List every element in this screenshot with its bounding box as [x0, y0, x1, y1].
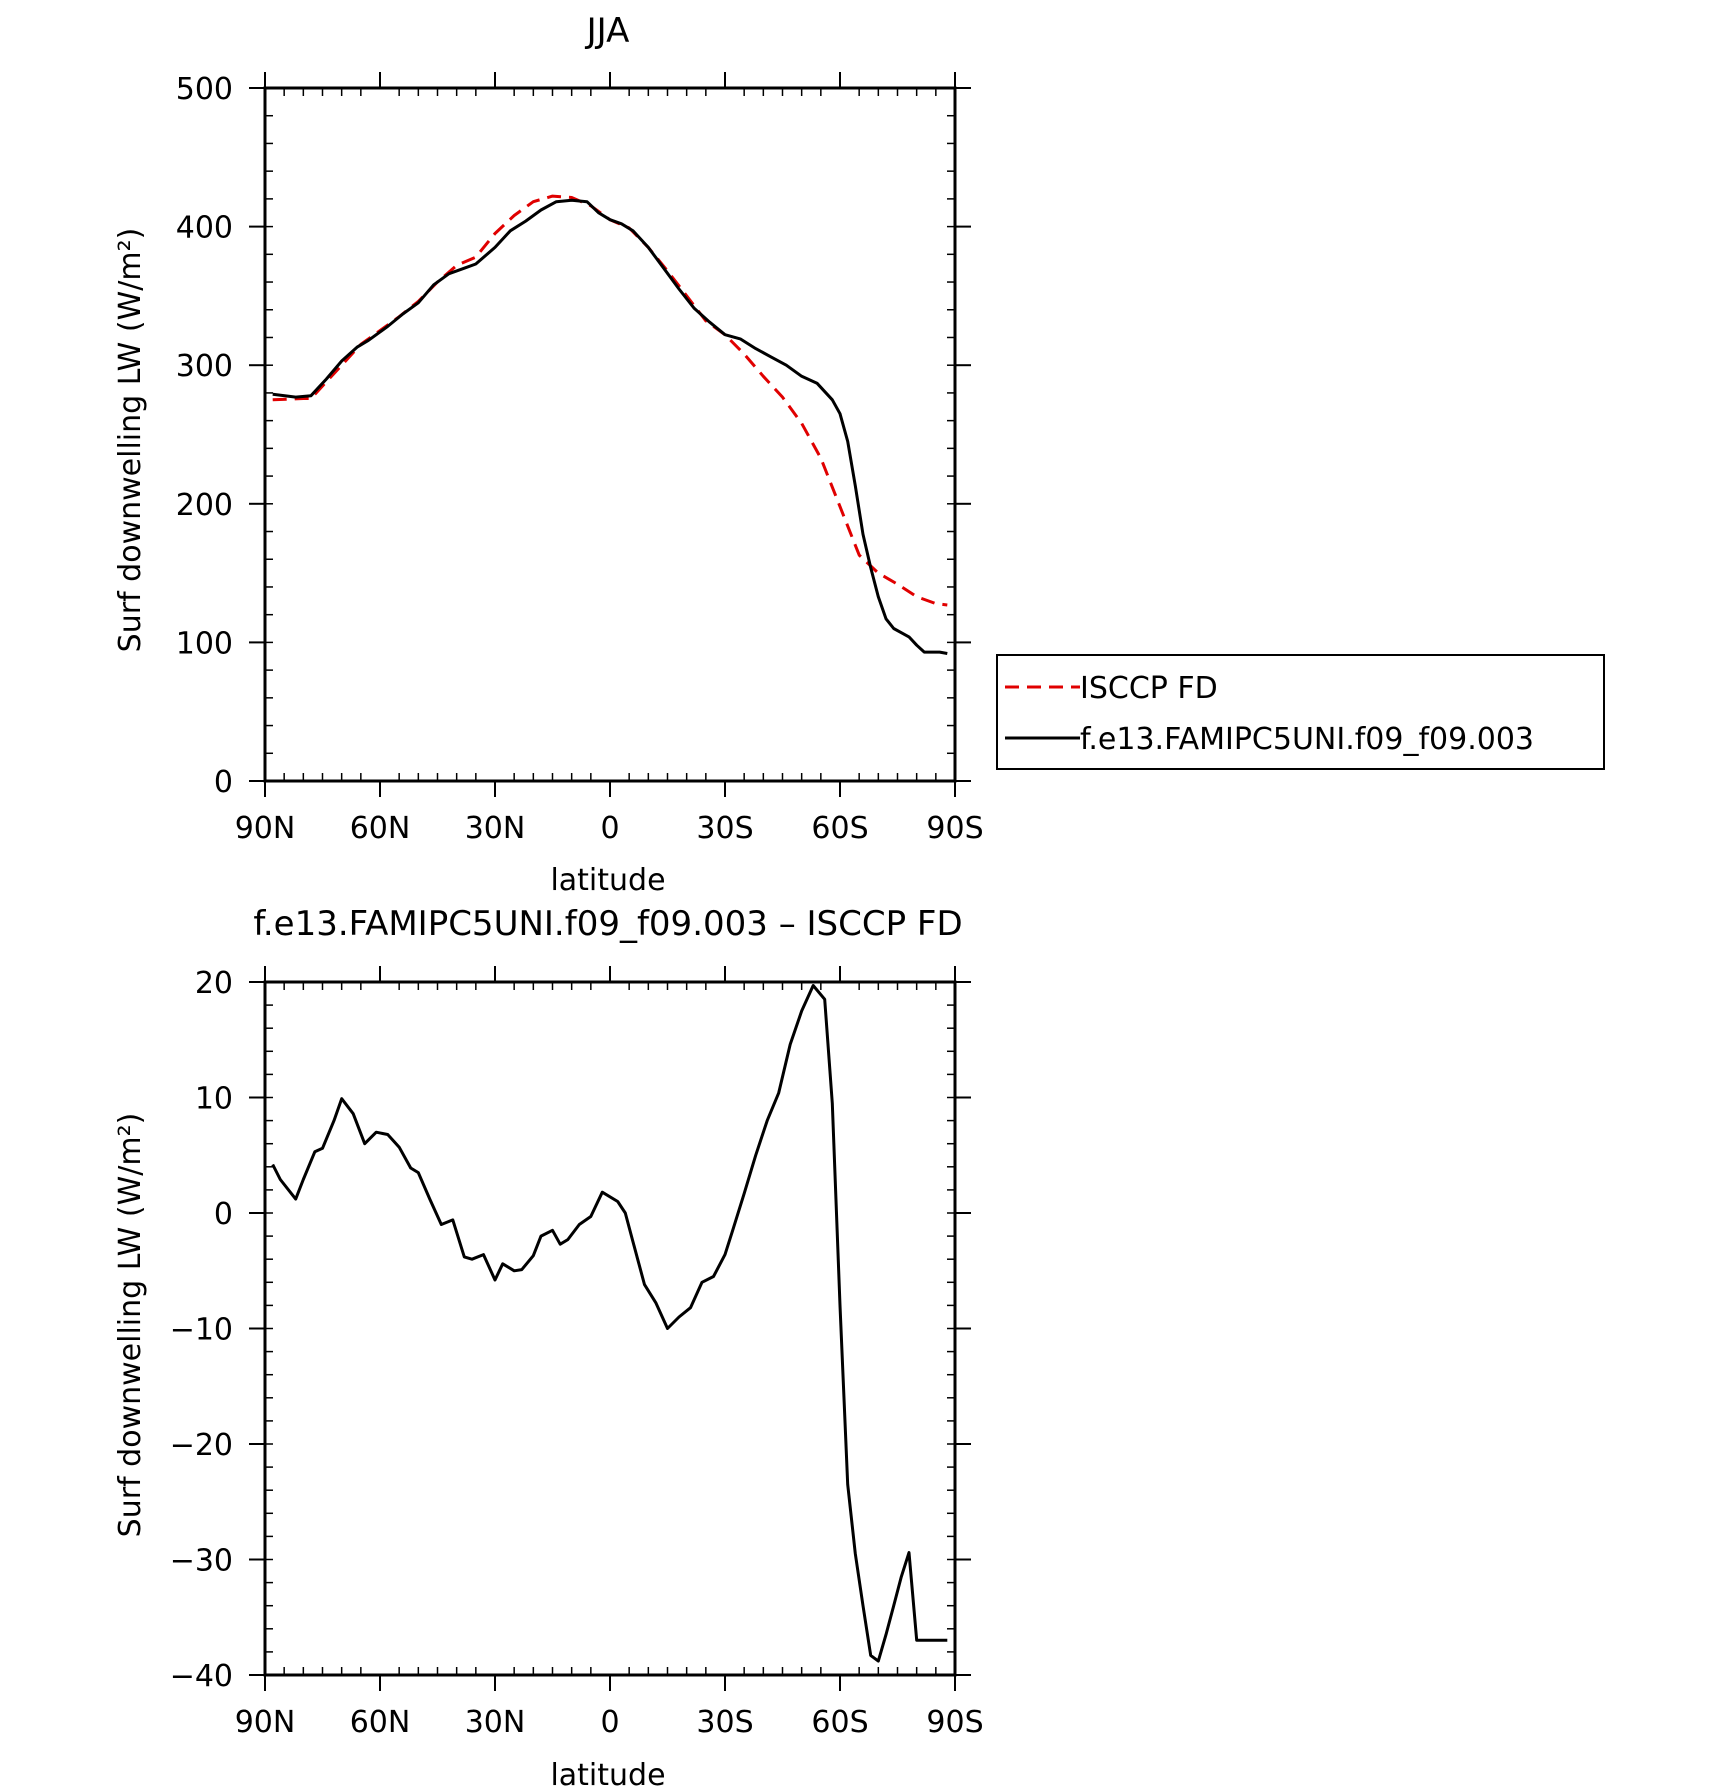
bottom-y-tick-label: 0	[214, 1197, 233, 1232]
legend-box	[996, 654, 1605, 770]
top-y-tick-label: 500	[176, 72, 233, 107]
bottom-chart-xlabel: latitude	[550, 1758, 665, 1789]
bottom-x-tick-label: 0	[600, 1705, 619, 1740]
top-y-tick-label: 200	[176, 488, 233, 523]
bottom-series-line-0	[271, 984, 948, 1663]
bottom-y-tick-label: −20	[170, 1428, 233, 1463]
bottom-chart-title: f.e13.FAMIPC5UNI.f09_f09.003 – ISCCP FD	[253, 904, 962, 944]
bottom-x-tick-label: 60S	[811, 1705, 868, 1740]
top-chart-title: JJA	[585, 11, 630, 51]
top-plot-frame	[263, 86, 957, 783]
legend: ISCCP FD f.e13.FAMIPC5UNI.f09_f09.003	[996, 654, 1605, 770]
legend-label-model: f.e13.FAMIPC5UNI.f09_f09.003	[1080, 722, 1534, 757]
top-x-tick-label: 90N	[235, 811, 296, 846]
top-y-tick-label: 300	[176, 349, 233, 384]
bottom-x-tick-label: 90N	[235, 1705, 296, 1740]
bottom-y-tick-label: −30	[170, 1544, 233, 1579]
bottom-plot-frame	[263, 980, 957, 1677]
top-x-tick-label: 0	[600, 811, 619, 846]
bottom-x-tick-label: 30S	[696, 1705, 753, 1740]
top-y-tick-label: 400	[176, 211, 233, 246]
bottom-chart-ylabel: Surf downwelling LW (W/m²)	[113, 1113, 148, 1538]
top-series-line-0	[272, 194, 948, 607]
top-chart-ylabel: Surf downwelling LW (W/m²)	[113, 228, 148, 653]
top-y-tick-label: 100	[176, 626, 233, 661]
bottom-x-tick-label: 60N	[350, 1705, 411, 1740]
top-plot-area: 90N 60N 30N 0 30S 60S 90S 0 100 200 300 400 500	[176, 72, 984, 846]
bottom-y-tick-label: −40	[170, 1659, 233, 1694]
bottom-plot-area: 90N 60N 30N 0 30S 60S 90S −40 −30 −20 −10 0 10 20	[170, 966, 984, 1740]
top-x-tick-label: 60S	[811, 811, 868, 846]
bottom-x-tick-label: 90S	[926, 1705, 983, 1740]
bottom-y-tick-label: −10	[170, 1313, 233, 1348]
top-x-tick-label: 30N	[465, 811, 526, 846]
top-x-tick-label: 30S	[696, 811, 753, 846]
legend-label-isccp: ISCCP FD	[1080, 671, 1218, 706]
bottom-y-tick-label: 20	[195, 966, 233, 1001]
bottom-chart-panel: f.e13.FAMIPC5UNI.f09_f09.003 – ISCCP FD …	[113, 904, 984, 1789]
bottom-y-tick-label: 10	[195, 1082, 233, 1117]
top-y-tick-label: 0	[214, 765, 233, 800]
top-x-tick-label: 90S	[926, 811, 983, 846]
top-chart-panel: JJA 90N 60N 30N 0 30S 60S 90S0100200300400500 …	[113, 11, 984, 898]
top-x-tick-label: 60N	[350, 811, 411, 846]
top-chart-xlabel: latitude	[550, 863, 665, 898]
top-series-line-1	[272, 198, 948, 655]
bottom-x-tick-label: 30N	[465, 1705, 526, 1740]
